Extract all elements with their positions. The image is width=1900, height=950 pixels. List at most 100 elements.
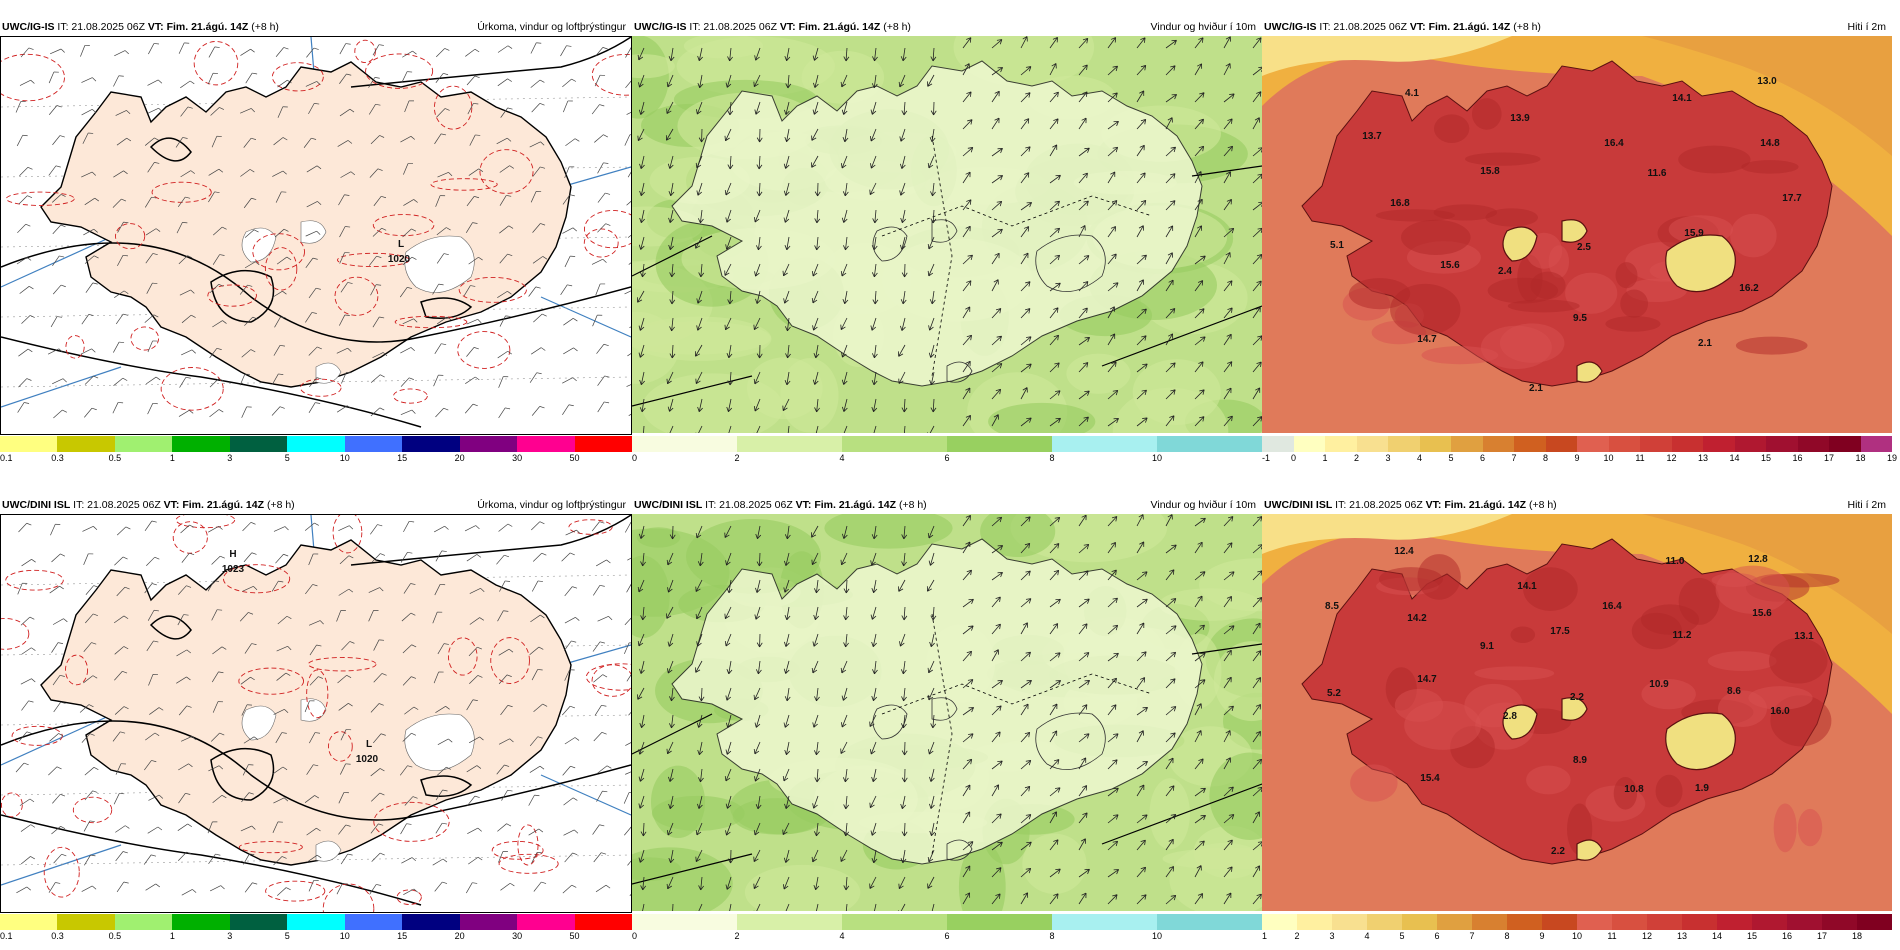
wind-map (632, 514, 1262, 913)
station-temperature-label: 10.8 (1624, 784, 1644, 795)
colorbar-swatch (172, 914, 230, 930)
colorbar-swatch (1717, 914, 1752, 930)
colorbar-swatch (1052, 436, 1157, 452)
panel-precip-row2: UWC/DINI ISL IT: 21.08.2025 06Z VT: Fim.… (0, 496, 632, 941)
colorbar-swatch (1451, 436, 1483, 452)
colorbar-tick-label: 3 (227, 453, 233, 463)
wind-map (632, 36, 1262, 435)
colorbar-swatch (1829, 436, 1861, 452)
valid-time: VT: Fim. 21.ágú. 14Z (1425, 499, 1527, 511)
colorbar-swatch (1682, 914, 1717, 930)
colorbar-tick-label: 5 (1399, 931, 1405, 941)
colorbar-swatch (1857, 914, 1892, 930)
colorbar-swatch (1262, 914, 1297, 930)
colorbar-swatch (402, 436, 460, 452)
precip-colorbar-ticks: 0.1 0.3 0.5 1 3 5 10 15 20 30 50 (0, 931, 632, 943)
colorbar-tick-label: 13 (1697, 453, 1709, 463)
colorbar-tick-label: 7 (1511, 453, 1517, 463)
colorbar-swatch (1514, 436, 1546, 452)
colorbar-swatch (1545, 436, 1577, 452)
colorbar-tick-label: 3 (227, 931, 233, 941)
station-temperature-label: 17.7 (1782, 193, 1802, 204)
station-temperature-label: 14.1 (1517, 581, 1537, 592)
colorbar-tick-label: 15 (397, 453, 408, 463)
colorbar-swatch (947, 436, 1052, 452)
colorbar-swatch (1297, 914, 1332, 930)
colorbar-swatch (0, 436, 58, 452)
lead-time: (+8 h) (1510, 21, 1541, 33)
temperature-colorbar-ticks: -1 0 1 2 3 4 5 6 7 8 9 10 11 12 13 14 15 16 17 18 19 (1262, 453, 1897, 465)
colorbar-tick-label: 19 (1886, 453, 1898, 463)
wind-colorbar (632, 436, 1262, 452)
colorbar-swatch (1752, 914, 1787, 930)
panel-title: Hiti í 2m (1847, 21, 1886, 33)
colorbar-tick-label: 4 (839, 453, 845, 463)
station-temperature-label: 8.9 (1573, 755, 1587, 766)
station-temperature-label: 12.4 (1394, 546, 1414, 557)
station-temperature-label: 2.5 (1577, 242, 1591, 253)
colorbar-swatch (1822, 914, 1857, 930)
colorbar-tick-label: 3 (1329, 931, 1335, 941)
lead-time: (+8 h) (896, 499, 927, 511)
model-label: UWC/IG-IS (1264, 21, 1317, 33)
colorbar-swatch (402, 914, 460, 930)
colorbar-swatch (1608, 436, 1640, 452)
colorbar-swatch (1734, 436, 1766, 452)
lead-time: (+8 h) (264, 499, 295, 511)
colorbar-tick-label: 10 (1603, 453, 1614, 463)
station-temperature-label: 14.1 (1672, 93, 1692, 104)
station-temperature-label: 9.1 (1480, 641, 1494, 652)
colorbar-tick-label: 5 (284, 453, 290, 463)
issue-time: IT: 21.08.2025 06Z (1316, 21, 1410, 33)
colorbar-tick-label: -1 (1262, 453, 1271, 463)
colorbar-tick-label: 30 (512, 931, 523, 941)
model-label: UWC/IG-IS (2, 21, 55, 33)
station-temperature-label: 9.5 (1573, 313, 1587, 324)
colorbar-swatch (1766, 436, 1798, 452)
colorbar-swatch (574, 914, 632, 930)
panel-header: UWC/DINI ISL IT: 21.08.2025 06Z VT: Fim.… (1262, 496, 1892, 514)
station-temperature-label: 11.0 (1666, 556, 1685, 567)
colorbar-tick-label: 20 (454, 453, 465, 463)
colorbar-tick-label: 15 (1760, 453, 1772, 463)
colorbar-swatch (632, 914, 737, 930)
valid-time: VT: Fim. 21.ágú. 14Z (779, 21, 881, 33)
colorbar-tick-label: 14 (1711, 931, 1723, 941)
colorbar-tick-label: 9 (1574, 453, 1580, 463)
station-temperature-label: 11.6 (1648, 168, 1667, 179)
station-temperature-label: 5.2 (1327, 688, 1341, 699)
precip-colorbar (0, 914, 632, 930)
colorbar-swatch (1647, 914, 1682, 930)
colorbar-tick-label: 0.1 (0, 453, 13, 463)
valid-time: VT: Fim. 21.ágú. 14Z (163, 499, 265, 511)
colorbar-tick-label: 0.1 (0, 931, 13, 941)
valid-time: VT: Fim. 21.ágú. 14Z (795, 499, 897, 511)
colorbar-tick-label: 4 (839, 931, 845, 941)
issue-time: IT: 21.08.2025 06Z (54, 21, 148, 33)
colorbar-swatch (1367, 914, 1402, 930)
colorbar-swatch (229, 436, 288, 452)
issue-time: IT: 21.08.2025 06Z (702, 499, 796, 511)
wind-colorbar-ticks: 0 2 4 6 8 10 (632, 453, 1262, 465)
colorbar-tick-label: 12 (1666, 453, 1677, 463)
colorbar-tick-label: 30 (512, 453, 523, 463)
colorbar-swatch (1356, 436, 1388, 452)
station-temperature-label: 16.0 (1770, 706, 1790, 717)
colorbar-swatch (344, 914, 403, 930)
temperature-map: 12.4 11.0 12.8 14.1 8.5 14.2 16.4 15.6 17.5 9.1 11… (1262, 514, 1892, 913)
station-temperature-label: 2.2 (1551, 846, 1565, 857)
colorbar-tick-label: 18 (1851, 931, 1863, 941)
colorbar-swatch (947, 914, 1052, 930)
colorbar-swatch (737, 914, 842, 930)
colorbar-tick-label: 50 (569, 931, 580, 941)
valid-time: VT: Fim. 21.ágú. 14Z (1409, 21, 1511, 33)
panel-header: UWC/DINI ISL IT: 21.08.2025 06Z VT: Fim.… (632, 496, 1262, 514)
colorbar-swatch (459, 914, 518, 930)
colorbar-swatch (1577, 914, 1612, 930)
colorbar-tick-label: 2 (734, 453, 740, 463)
colorbar-swatch (574, 436, 632, 452)
model-label: UWC/IG-IS (634, 21, 687, 33)
station-temperature-label: 15.9 (1684, 228, 1704, 239)
station-temperature-label: 2.1 (1698, 338, 1712, 349)
station-temperature-label: 17.5 (1550, 626, 1570, 637)
